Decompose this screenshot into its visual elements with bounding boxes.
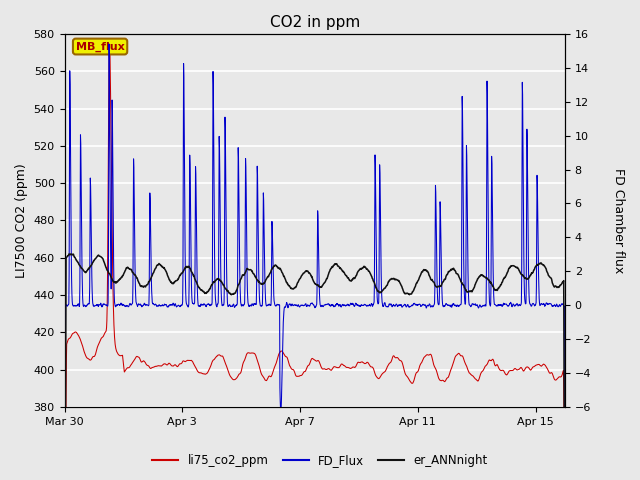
Y-axis label: FD Chamber flux: FD Chamber flux <box>612 168 625 273</box>
Text: MB_flux: MB_flux <box>76 41 124 52</box>
Legend: li75_co2_ppm, FD_Flux, er_ANNnight: li75_co2_ppm, FD_Flux, er_ANNnight <box>147 449 493 472</box>
Title: CO2 in ppm: CO2 in ppm <box>269 15 360 30</box>
Y-axis label: LI7500 CO2 (ppm): LI7500 CO2 (ppm) <box>15 163 28 278</box>
